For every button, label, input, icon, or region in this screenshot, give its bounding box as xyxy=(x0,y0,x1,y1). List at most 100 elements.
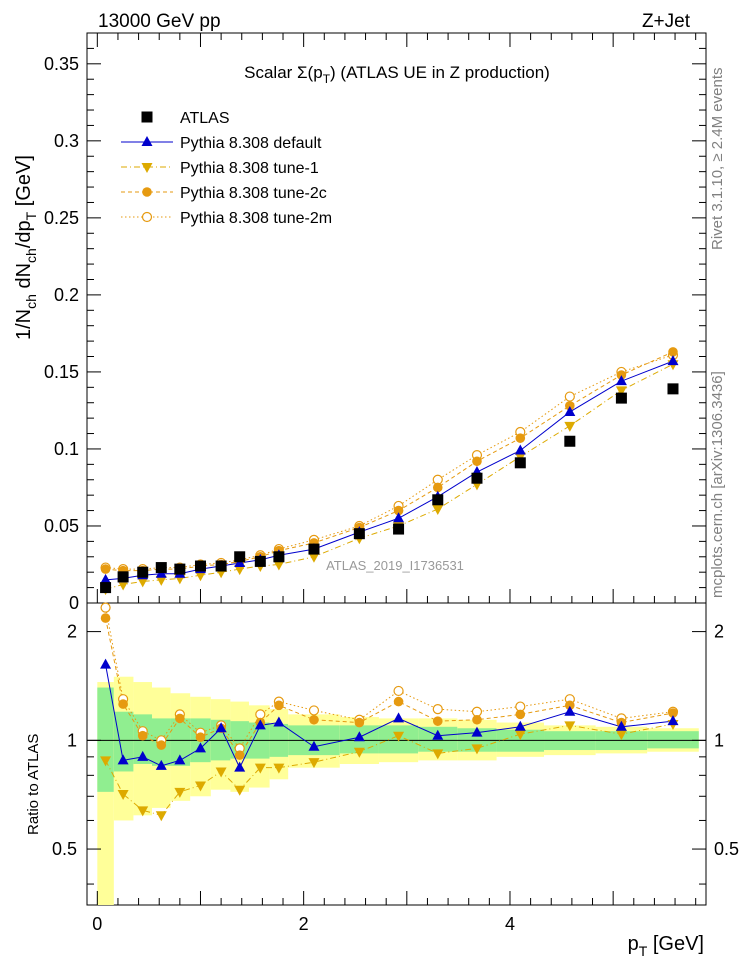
ratio-tick-label: 0.5 xyxy=(52,839,77,859)
ratio-tick-label-right: 2 xyxy=(714,622,724,642)
legend-label: Pythia 8.308 tune-2m xyxy=(180,210,332,227)
series-line xyxy=(105,351,674,572)
data-point xyxy=(117,580,129,591)
legend-label: Pythia 8.308 tune-1 xyxy=(180,160,319,177)
legend: ATLAS Pythia 8.308 default Pythia 8.308 tu… xyxy=(121,110,332,227)
ratio-point xyxy=(137,750,149,761)
data-point xyxy=(514,457,526,469)
ratio-point xyxy=(308,740,320,751)
ratio-point xyxy=(100,602,111,613)
data-point xyxy=(215,560,227,572)
ratio-point xyxy=(155,811,167,822)
y-tick-label: 0.05 xyxy=(44,516,79,536)
data-point xyxy=(155,575,167,586)
ratio-point xyxy=(274,700,284,711)
ratio-point xyxy=(174,754,186,765)
ratio-point xyxy=(432,729,444,740)
data-point xyxy=(515,433,526,443)
ratio-plot-frame xyxy=(86,602,707,906)
ratio-point xyxy=(393,712,405,723)
legend-label: Pythia 8.308 default xyxy=(180,135,322,152)
analysis-watermark: ATLAS_2019_I1736531 xyxy=(326,558,464,573)
data-point xyxy=(514,444,526,455)
y-tick-label: 0.3 xyxy=(54,131,79,151)
data-point xyxy=(273,551,285,563)
data-point xyxy=(254,555,266,567)
data-point xyxy=(667,383,679,395)
ratio-point xyxy=(354,717,365,728)
band-inner xyxy=(170,718,191,766)
data-point xyxy=(472,456,482,467)
data-point xyxy=(432,494,444,506)
ratio-point xyxy=(432,716,443,726)
data-point xyxy=(100,564,111,574)
ratio-point xyxy=(215,722,227,733)
ratio-point xyxy=(308,758,320,769)
ratio-point xyxy=(564,721,576,732)
data-point xyxy=(564,405,576,416)
data-point xyxy=(234,551,246,563)
mcplots-label: mcplots.cern.ch [arXiv:1306.3436] xyxy=(709,371,726,598)
ratio-point xyxy=(234,761,246,772)
ratio-point xyxy=(195,732,206,743)
series-line xyxy=(105,363,674,590)
data-point xyxy=(273,560,285,571)
ratio-point xyxy=(137,730,148,741)
data-point xyxy=(564,391,575,402)
data-point xyxy=(155,562,167,574)
ratio-point xyxy=(194,742,206,753)
legend-marker xyxy=(141,211,153,223)
ratio-point xyxy=(234,750,245,760)
ratio-point xyxy=(117,754,129,765)
ratio-point xyxy=(137,806,149,817)
data-point xyxy=(616,370,627,380)
legend-marker xyxy=(141,111,153,123)
band-inner xyxy=(97,687,114,792)
ratio-point xyxy=(471,744,483,755)
band-inner xyxy=(647,731,699,749)
band-inner xyxy=(113,711,134,772)
ratio-point xyxy=(514,730,526,741)
data-point xyxy=(471,472,483,484)
data-point xyxy=(308,552,320,563)
chart-title-text: Scalar Σ(pT) (ATLAS UE in Z production) xyxy=(244,63,550,86)
data-point xyxy=(100,573,112,584)
ratio-point xyxy=(471,726,483,737)
series-line xyxy=(105,360,674,581)
data-point xyxy=(100,582,112,594)
ratio-point xyxy=(393,731,405,742)
ratio-point xyxy=(432,704,443,715)
legend-marker xyxy=(142,187,152,197)
ratio-point xyxy=(353,747,365,758)
data-point xyxy=(432,505,444,516)
data-point xyxy=(117,571,129,583)
data-point xyxy=(615,392,627,404)
ratio-point xyxy=(174,787,186,798)
ratio-tick-label: 2 xyxy=(67,622,77,642)
data-point xyxy=(137,577,149,588)
y-tick-label: 0 xyxy=(69,593,79,613)
ratio-point xyxy=(564,705,576,716)
ratio-point xyxy=(432,749,444,760)
y-tick-label: 0.2 xyxy=(54,285,79,305)
y-tick-label: 0.35 xyxy=(44,54,79,74)
data-point xyxy=(564,421,576,432)
ratio-point xyxy=(118,699,128,709)
series-line xyxy=(105,354,674,570)
ratio-point xyxy=(100,756,112,767)
data-point xyxy=(393,512,405,523)
data-point xyxy=(137,566,149,578)
data-point xyxy=(667,355,679,366)
legend-marker xyxy=(141,136,153,146)
ratio-tick-label-right: 0.5 xyxy=(714,839,739,859)
data-point xyxy=(353,528,365,540)
data-point xyxy=(194,571,206,582)
data-point xyxy=(393,523,405,535)
header-right: Z+Jet xyxy=(642,11,691,32)
data-point xyxy=(432,482,443,493)
data-point xyxy=(174,563,186,575)
ratio-point xyxy=(309,714,319,725)
ratio-series-group xyxy=(100,602,679,822)
ratio-point xyxy=(615,730,627,741)
ratio-point xyxy=(100,658,112,669)
